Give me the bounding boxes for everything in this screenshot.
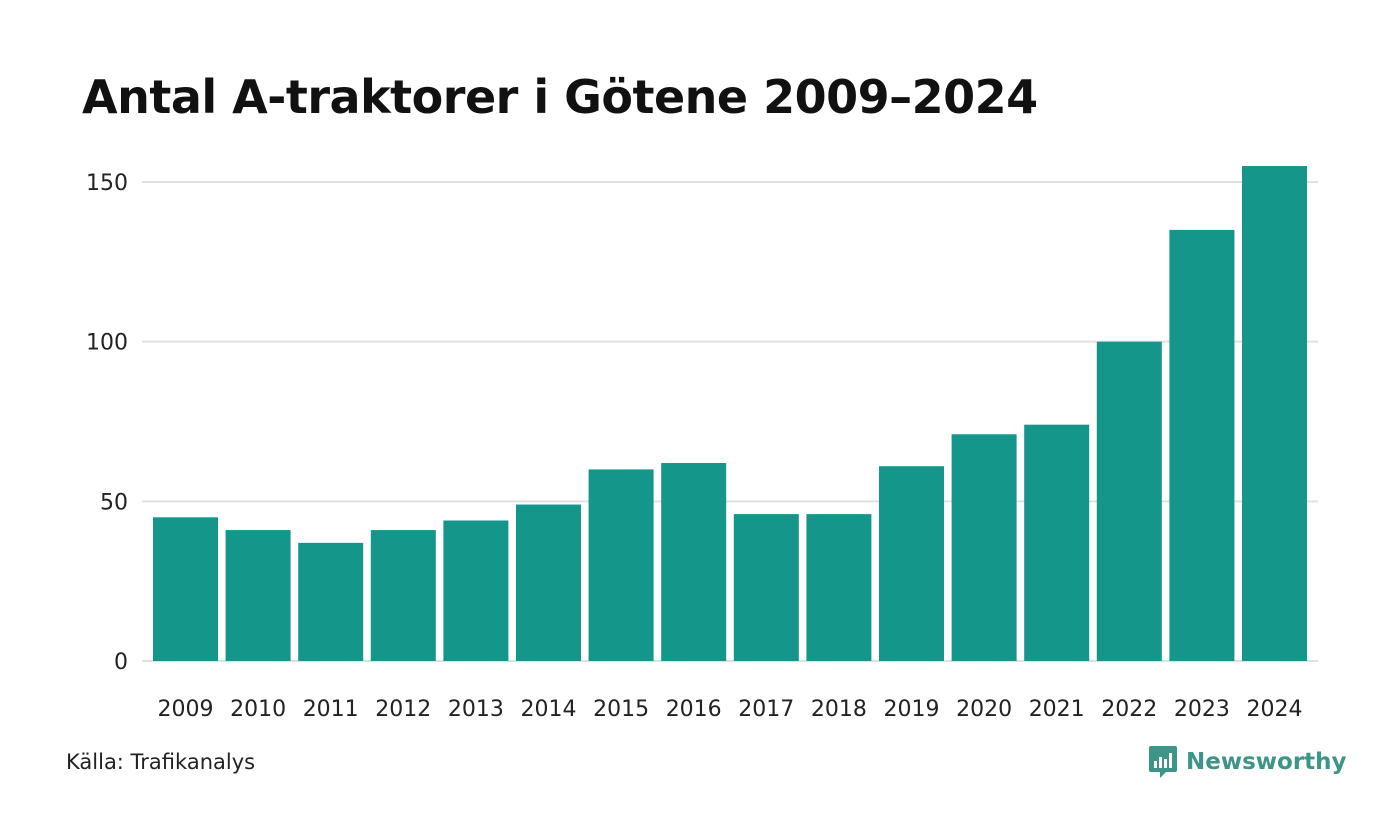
bar-2024 — [1242, 166, 1307, 662]
brand-logo: Newsworthy — [1148, 744, 1347, 780]
bar-2022 — [1096, 341, 1162, 661]
y-axis-ticks: 0 50 100 150 — [86, 171, 128, 675]
x-tick-label: 2016 — [666, 697, 722, 722]
x-tick-label: 2012 — [375, 697, 431, 722]
chart-title: Antal A-traktorer i Götene 2009–2024 — [82, 70, 1038, 124]
bar-2013 — [443, 520, 509, 661]
brand-name: Newsworthy — [1186, 749, 1347, 775]
x-tick-label: 2021 — [1029, 697, 1085, 722]
x-tick-label: 2024 — [1247, 697, 1303, 722]
x-tick-label: 2023 — [1174, 697, 1230, 722]
x-axis-ticks: 2009 2010 2011 2012 2013 2014 2015 2016 2017 2018… — [158, 697, 1303, 722]
x-tick-label: 2009 — [158, 697, 214, 722]
bar-2016 — [661, 463, 727, 661]
bar-2010 — [225, 530, 291, 661]
bar-2012 — [370, 530, 436, 661]
bar-2021 — [1024, 424, 1090, 661]
bar-2009 — [153, 517, 218, 661]
x-tick-label: 2013 — [448, 697, 504, 722]
x-tick-label: 2022 — [1101, 697, 1157, 722]
bar-2017 — [733, 514, 799, 661]
x-tick-label: 2017 — [738, 697, 794, 722]
y-tick-label: 150 — [86, 171, 128, 196]
source-note: Källa: Trafikanalys — [66, 750, 256, 774]
x-tick-label: 2010 — [230, 697, 286, 722]
newsworthy-logo-icon — [1149, 746, 1177, 778]
x-tick-label: 2014 — [521, 697, 577, 722]
x-tick-label: 2011 — [303, 697, 359, 722]
bar-2014 — [516, 504, 581, 661]
bar-2023 — [1169, 229, 1235, 661]
x-tick-label: 2020 — [956, 697, 1012, 722]
bar-2018 — [806, 514, 872, 661]
y-tick-label: 100 — [86, 331, 128, 356]
bar-2020 — [951, 434, 1017, 661]
bar-2015 — [588, 469, 654, 661]
x-tick-label: 2018 — [811, 697, 867, 722]
bars — [153, 166, 1307, 662]
x-tick-label: 2015 — [593, 697, 649, 722]
y-tick-label: 50 — [100, 490, 128, 515]
bar-2019 — [879, 466, 944, 661]
y-tick-label: 0 — [114, 650, 128, 675]
bar-2011 — [298, 542, 364, 661]
x-tick-label: 2019 — [884, 697, 940, 722]
